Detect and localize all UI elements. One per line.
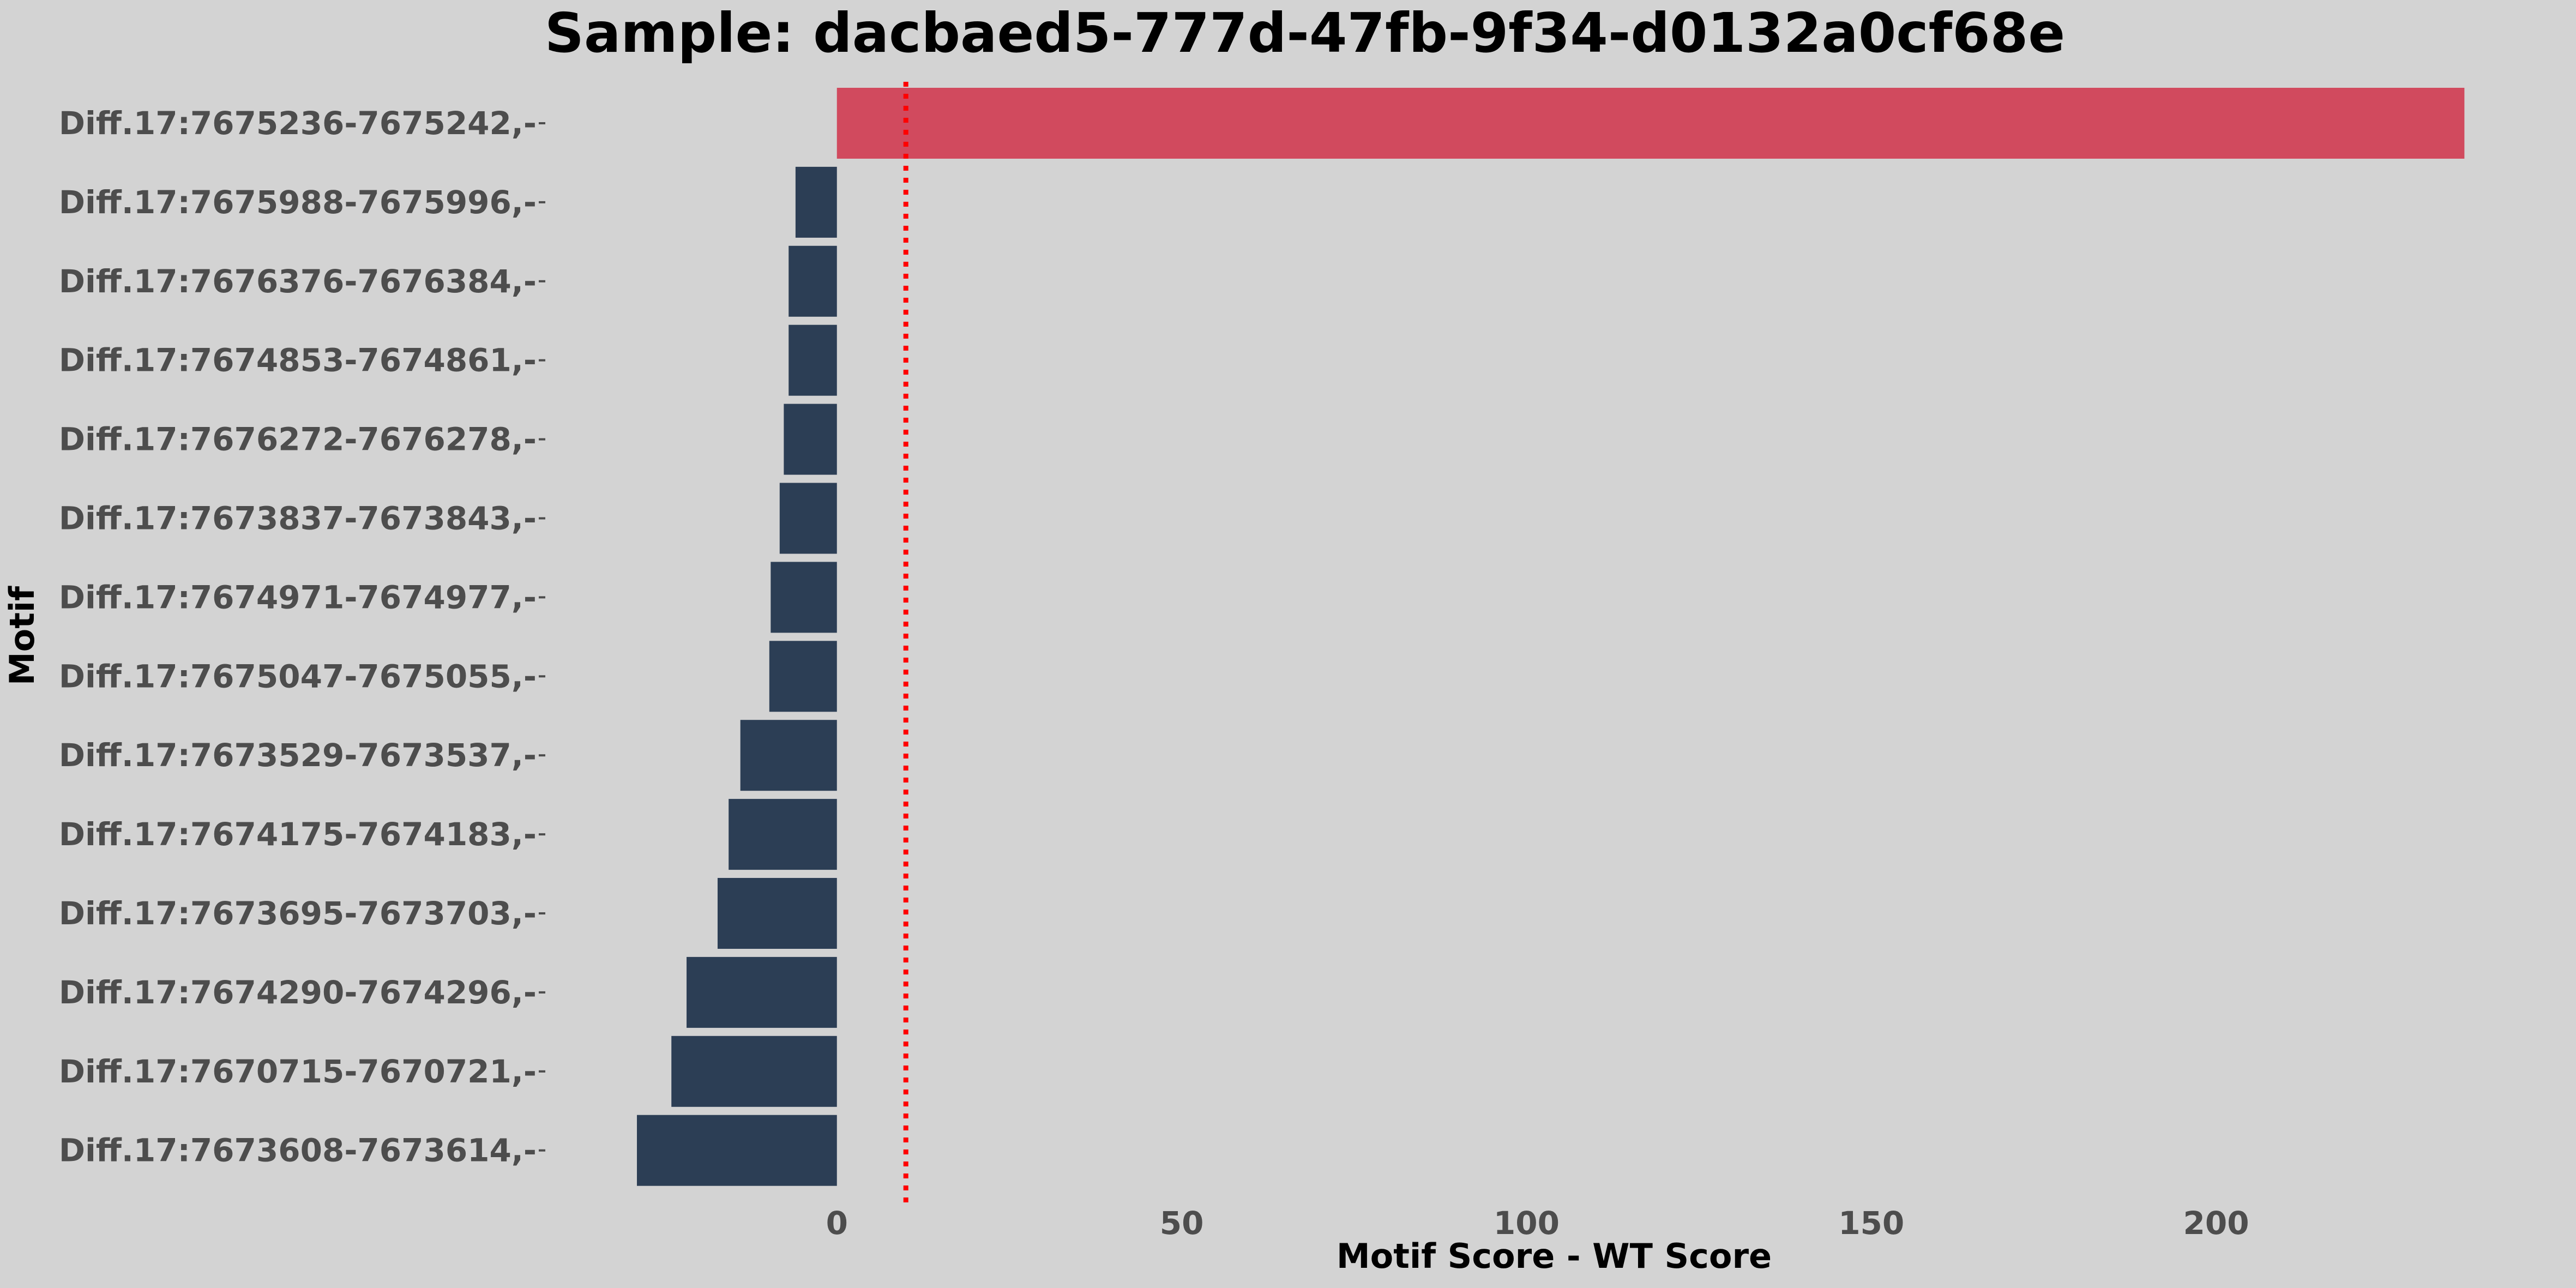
chart-title: Sample: dacbaed5-777d-47fb-9f34-d0132a0c…: [545, 1, 2065, 65]
x-tick-labels: 0 50 100 150 200: [826, 1205, 2249, 1242]
bar-11: [687, 956, 837, 1028]
bar-4: [784, 404, 837, 475]
bar-2: [789, 245, 837, 317]
bar-13: [637, 1115, 837, 1186]
y-tick-label: Diff.17:7675236-7675242,-: [59, 105, 537, 142]
bars-group: [637, 88, 2465, 1186]
y-tick-label: Diff.17:7676272-7676278,-: [59, 421, 537, 458]
bar-3: [789, 324, 837, 396]
y-tick-label: Diff.17:7673837-7673843,-: [59, 500, 537, 537]
y-tick-label: Diff.17:7676376-7676384,-: [59, 263, 537, 300]
bar-1: [795, 166, 837, 238]
bar-12: [671, 1036, 837, 1107]
y-tick-label: Diff.17:7670715-7670721,-: [59, 1053, 537, 1090]
x-tick-label: 200: [2183, 1205, 2249, 1242]
bar-10: [717, 878, 837, 949]
x-tick-label: 0: [826, 1205, 848, 1242]
y-tick-label: Diff.17:7673529-7673537,-: [59, 737, 537, 774]
y-tick-label: Diff.17:7674853-7674861,-: [59, 342, 537, 379]
y-axis-label: Motif: [2, 586, 42, 685]
x-tick-label: 150: [1838, 1205, 1904, 1242]
y-tick-label: Diff.17:7674971-7674977,-: [59, 579, 537, 616]
bar-8: [740, 720, 837, 791]
x-tick-label: 100: [1494, 1205, 1560, 1242]
bar-5: [779, 483, 837, 554]
y-tick-label: Diff.17:7673695-7673703,-: [59, 895, 537, 932]
y-tick-label: Diff.17:7675047-7675055,-: [59, 658, 537, 695]
y-tick-label: Diff.17:7675988-7675996,-: [59, 184, 537, 221]
y-tick-label: Diff.17:7674290-7674296,-: [59, 974, 537, 1011]
y-tick-label: Diff.17:7674175-7674183,-: [59, 816, 537, 853]
bar-6: [771, 562, 837, 633]
bar-0: [836, 88, 2465, 159]
bar-7: [769, 641, 837, 712]
y-tick-labels: Diff.17:7675236-7675242,- Diff.17:7675988…: [59, 105, 545, 1169]
x-tick-label: 50: [1160, 1205, 1204, 1242]
y-tick-label: Diff.17:7673608-7673614,-: [59, 1132, 537, 1169]
bar-9: [729, 799, 837, 870]
x-axis-label: Motif Score - WT Score: [1337, 1236, 1772, 1276]
